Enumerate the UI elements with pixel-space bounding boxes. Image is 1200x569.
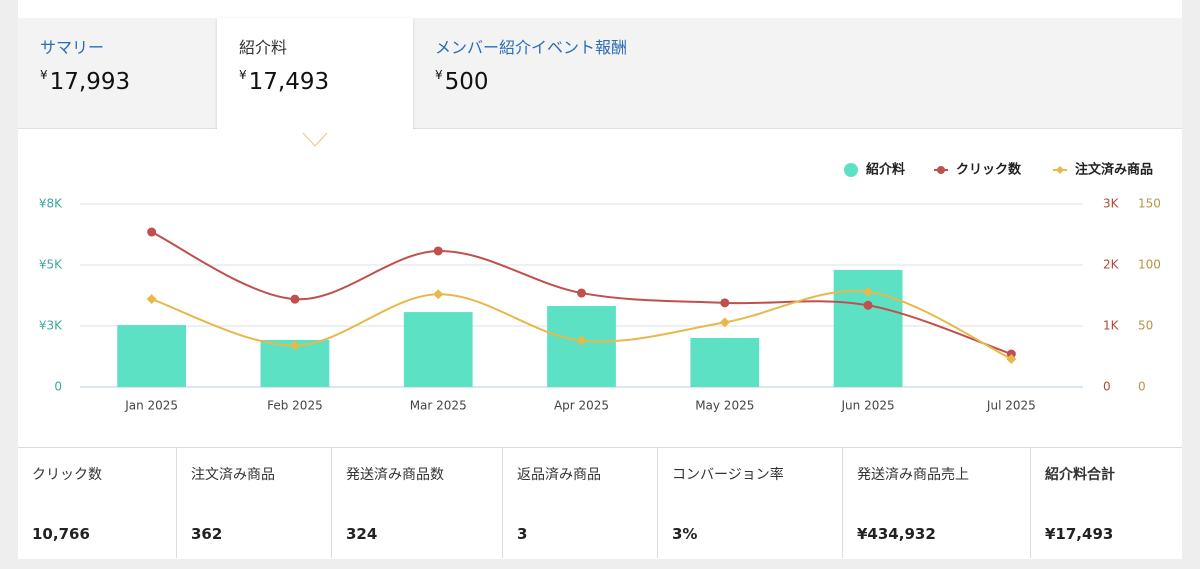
stat-value: ¥17,493: [1045, 525, 1114, 543]
stat: コンバージョン率 3%: [657, 447, 842, 558]
point: [719, 317, 730, 328]
y3-tick-label: 50: [1138, 319, 1153, 333]
currency: ¥: [435, 68, 443, 82]
tab[interactable]: サマリー ¥17,993: [18, 18, 217, 128]
legend-label: 紹介料: [866, 162, 905, 178]
amount: 17,993: [49, 69, 131, 95]
y2-tick-label: 3K: [1103, 197, 1120, 211]
stat-value: 3: [517, 525, 528, 543]
y3-tick-label: 0: [1138, 380, 1146, 394]
stat-value: ¥434,932: [857, 525, 936, 543]
point: [576, 335, 587, 346]
tab-label: メンバー紹介イベント報酬: [435, 38, 628, 57]
legend-swatch: [844, 163, 858, 177]
legend-label: 注文済み商品: [1075, 162, 1153, 178]
tab-value: ¥17,993: [40, 68, 130, 95]
tab-value: ¥500: [435, 68, 489, 95]
x-tick-label: Mar 2025: [410, 399, 467, 413]
stat-label: 注文済み商品: [191, 467, 275, 483]
stat-value: 362: [191, 525, 223, 543]
y2-tick-label: 0: [1103, 380, 1111, 394]
point: [720, 298, 730, 308]
stat-value: 324: [346, 525, 378, 543]
point: [146, 294, 157, 305]
tab[interactable]: メンバー紹介イベント報酬 ¥500: [413, 18, 713, 128]
top-strip: [18, 0, 1182, 18]
stats-panel: [18, 447, 1182, 559]
y3-tick-label: 100: [1138, 258, 1161, 272]
point: [1006, 353, 1017, 364]
y-tick-label: ¥8K: [39, 197, 63, 211]
stat-label: 発送済み商品売上: [857, 467, 969, 483]
x-tick-label: Jan 2025: [124, 399, 178, 413]
stat-value: 10,766: [32, 525, 90, 543]
stat-label: 紹介料合計: [1045, 467, 1115, 483]
bar: [403, 312, 473, 387]
stat: クリック数 10,766: [18, 447, 176, 558]
legend-swatch: [1056, 166, 1064, 174]
point: [433, 289, 444, 300]
chart-panel: [18, 129, 1182, 447]
bar: [117, 325, 187, 387]
tab-active[interactable]: 紹介料 ¥17,493: [217, 18, 413, 133]
x-tick-label: Jul 2025: [986, 399, 1036, 413]
bar: [547, 305, 616, 387]
y2-tick-label: 1K: [1103, 319, 1120, 333]
legend-label: クリック数: [956, 162, 1022, 178]
stat: 発送済み商品売上 ¥434,932: [842, 447, 1030, 558]
point: [863, 300, 873, 310]
tab-label: 紹介料: [239, 38, 288, 57]
stat: 注文済み商品 362: [176, 447, 331, 558]
x-tick-label: Feb 2025: [267, 399, 323, 413]
stat: 発送済み商品数 324: [331, 447, 502, 558]
y-tick-label: ¥5K: [39, 258, 63, 272]
y2-tick-label: 2K: [1103, 258, 1120, 272]
x-tick-label: May 2025: [695, 399, 754, 413]
chart: 0 ¥3K ¥5K ¥8K 0 1K 2K 3K 0 50 100 150 Jan 2025 Feb 20…: [39, 132, 1161, 413]
stat-label: クリック数: [32, 467, 102, 483]
amount: 500: [444, 69, 489, 95]
stat-label: 返品済み商品: [517, 467, 601, 483]
currency: ¥: [239, 68, 247, 82]
stat-value: 3%: [672, 525, 698, 543]
point: [577, 288, 586, 298]
y-tick-label: ¥3K: [39, 319, 63, 333]
stat-label: 発送済み商品数: [346, 467, 444, 483]
tab-bar: [18, 18, 1182, 129]
tab-label: サマリー: [40, 38, 105, 57]
legend-swatch: [937, 166, 945, 174]
point: [863, 286, 874, 297]
y3-tick-label: 150: [1138, 197, 1161, 211]
y-tick-label: 0: [54, 380, 62, 394]
tab-caret: [302, 132, 328, 147]
bar: [690, 337, 760, 387]
currency: ¥: [40, 68, 48, 82]
point: [289, 340, 300, 351]
amount: 17,493: [248, 69, 330, 95]
stat: 紹介料合計 ¥17,493: [1030, 447, 1182, 558]
point: [433, 246, 443, 256]
point: [147, 227, 157, 237]
x-tick-label: Jun 2025: [841, 399, 895, 413]
x-tick-label: Apr 2025: [554, 399, 609, 413]
stat: 返品済み商品 3: [502, 447, 657, 558]
point: [290, 294, 300, 304]
stat-label: コンバージョン率: [672, 467, 784, 483]
tab-value: ¥17,493: [239, 68, 329, 95]
